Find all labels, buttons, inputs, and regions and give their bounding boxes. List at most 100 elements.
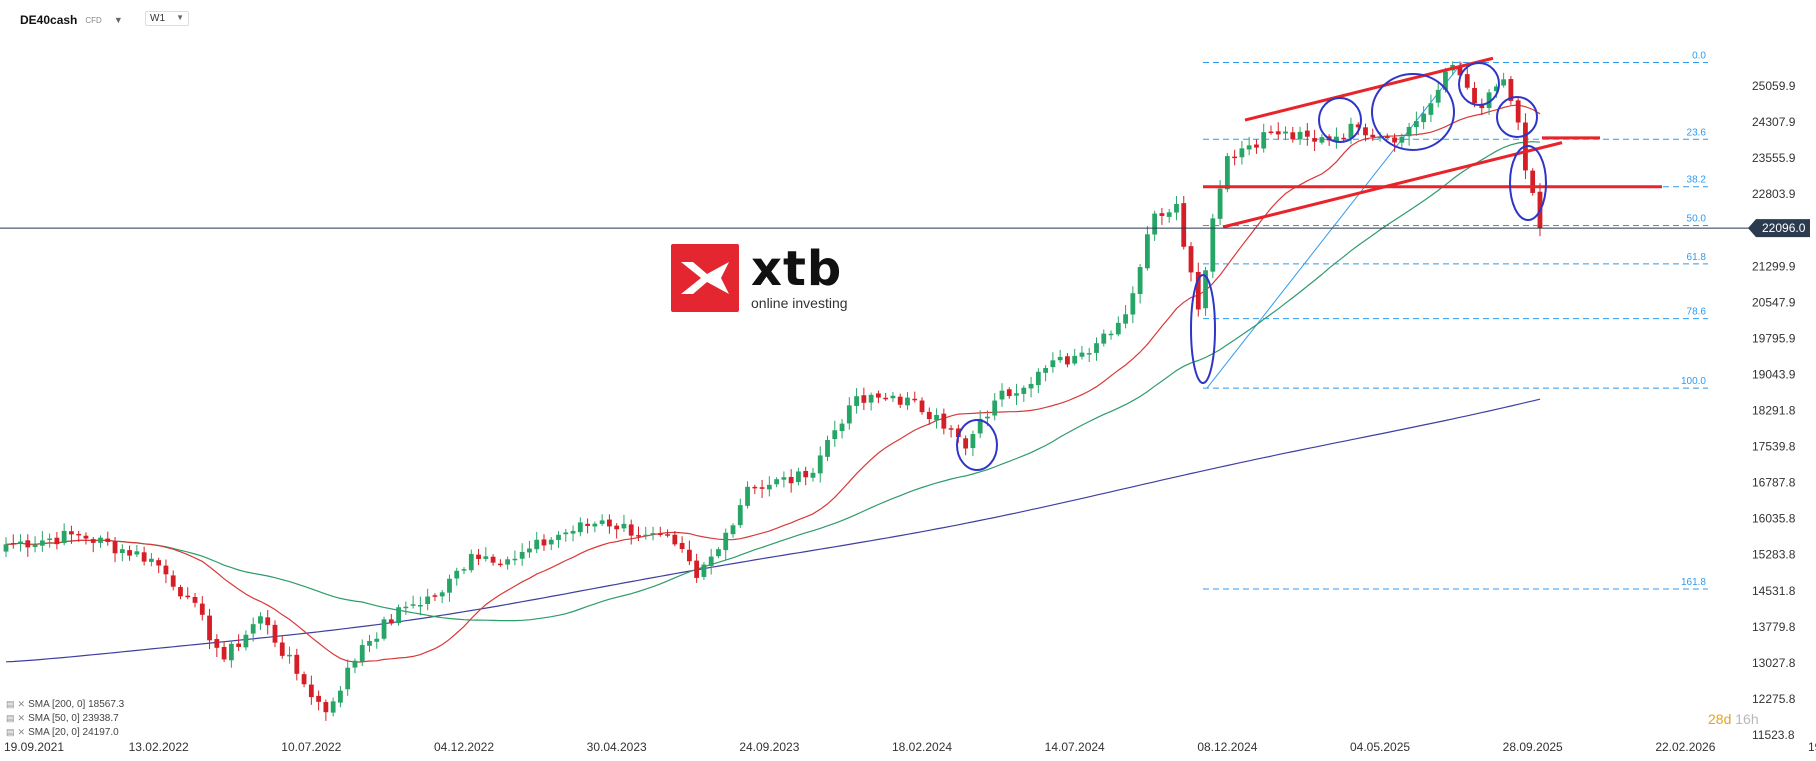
candle-body (737, 505, 743, 526)
candles (3, 61, 1543, 721)
candle-body (185, 595, 191, 598)
candle-body (592, 523, 598, 527)
candle-body (483, 556, 489, 559)
price-tick-label: 16787.8 (1752, 476, 1796, 490)
candle-body (1254, 144, 1259, 148)
candle-body (1348, 123, 1354, 139)
fib-level-label: 61.8 (1687, 252, 1707, 263)
candle-body (1428, 103, 1434, 115)
time-tick-label: 10.07.2022 (281, 740, 341, 754)
candle-body (316, 695, 322, 702)
candle-body (69, 531, 74, 535)
candle-body (265, 617, 271, 626)
candle-body (636, 535, 641, 537)
candle-body (425, 596, 431, 604)
candle-body (294, 654, 300, 674)
price-tick-label: 24307.9 (1752, 115, 1796, 129)
candle-body (141, 552, 147, 562)
price-tick-label: 18291.8 (1752, 404, 1796, 418)
candle-body (934, 414, 939, 421)
candle-body (992, 400, 998, 416)
candle-body (1486, 92, 1492, 109)
candle-body (1304, 130, 1310, 137)
indicator-legend-sma20[interactable]: ▤ ✕ SMA [20, 0] 24197.0 (6, 727, 119, 738)
time-tick-label: 30.04.2023 (587, 740, 647, 754)
indicator-legend-sma200[interactable]: ▤ ✕ SMA [200, 0] 18567.3 (6, 699, 124, 710)
annotation-circle (1371, 73, 1455, 151)
candle-body (374, 638, 380, 642)
candle-body (1399, 136, 1405, 143)
candle-body (1181, 203, 1187, 247)
close-icon[interactable]: ✕ (17, 727, 26, 737)
candle-body (897, 396, 903, 405)
time-tick-label: 24.09.2023 (739, 740, 799, 754)
candle-body (745, 486, 750, 506)
candle-body (759, 487, 765, 489)
candle-body (149, 558, 154, 562)
candle-body (926, 411, 932, 420)
price-tick-label: 19795.9 (1752, 331, 1796, 345)
candle-body (461, 569, 467, 571)
close-icon[interactable]: ✕ (17, 713, 26, 723)
chevron-down-icon[interactable]: ▼ (113, 15, 123, 25)
price-tick-label: 17539.8 (1752, 440, 1796, 454)
candle-body (585, 523, 590, 526)
drawn-trendlines (1203, 56, 1662, 229)
countdown-hours: 16h (1735, 711, 1759, 727)
price-tick-label: 19043.9 (1752, 367, 1796, 381)
candle-body (955, 428, 961, 438)
candle-body (708, 556, 714, 566)
settings-icon[interactable]: ▤ (6, 699, 15, 709)
candle-body (1319, 137, 1325, 143)
candle-body (1435, 89, 1441, 103)
candle-body (417, 604, 423, 607)
price-tick-label: 13027.8 (1752, 656, 1796, 670)
candle-body (868, 394, 874, 403)
candle-body (287, 654, 292, 657)
candle-body (1421, 113, 1427, 123)
settings-icon[interactable]: ▤ (6, 727, 15, 737)
close-icon[interactable]: ✕ (17, 699, 26, 709)
candle-body (83, 535, 89, 539)
candle-body (788, 476, 794, 484)
candle-body (541, 539, 547, 546)
chevron-down-icon: ▼ (176, 13, 184, 22)
candle-body (134, 551, 140, 555)
symbol-selector[interactable]: DE40cash CFD ▼ (20, 10, 123, 30)
fib-level-label: 50.0 (1687, 214, 1707, 225)
candle-body (403, 606, 409, 609)
candle-body (1413, 121, 1419, 128)
price-tick-label: 12275.8 (1752, 692, 1796, 706)
candle-body (599, 520, 605, 524)
candle-body (1014, 393, 1019, 396)
candle-body (163, 565, 169, 575)
candle-body (519, 551, 525, 559)
candle-body (272, 624, 278, 643)
candle-body (1144, 234, 1150, 269)
candle-body (1239, 148, 1245, 158)
candle-body (977, 418, 983, 434)
candle-body (1094, 343, 1099, 353)
price-tick-label: 16035.8 (1752, 512, 1796, 526)
candle-body (985, 416, 990, 419)
time-tick-label: 19.09.2021 (4, 740, 64, 754)
candle-body (1065, 356, 1070, 365)
candle-body (679, 542, 685, 550)
settings-icon[interactable]: ▤ (6, 713, 15, 723)
xtb-logo: xtb online investing (671, 244, 848, 312)
timeframe-selector[interactable]: W1 ▼ (145, 11, 189, 26)
candle-body (701, 564, 707, 577)
candle-body (98, 537, 103, 543)
candle-body (999, 390, 1005, 400)
candle-body (817, 455, 823, 474)
candle-body (1137, 267, 1143, 295)
candle-body (963, 438, 969, 449)
candle-body (170, 575, 176, 587)
candle-body (766, 484, 772, 490)
candle-body (279, 642, 285, 656)
indicator-legend-sma50[interactable]: ▤ ✕ SMA [50, 0] 23938.7 (6, 713, 119, 724)
time-axis: 19.09.2021 13.02.2022 10.07.2022 04.12.2022… (4, 740, 1816, 754)
indicator-label: SMA [200, 0] 18567.3 (28, 699, 125, 710)
candle-body (694, 560, 700, 578)
